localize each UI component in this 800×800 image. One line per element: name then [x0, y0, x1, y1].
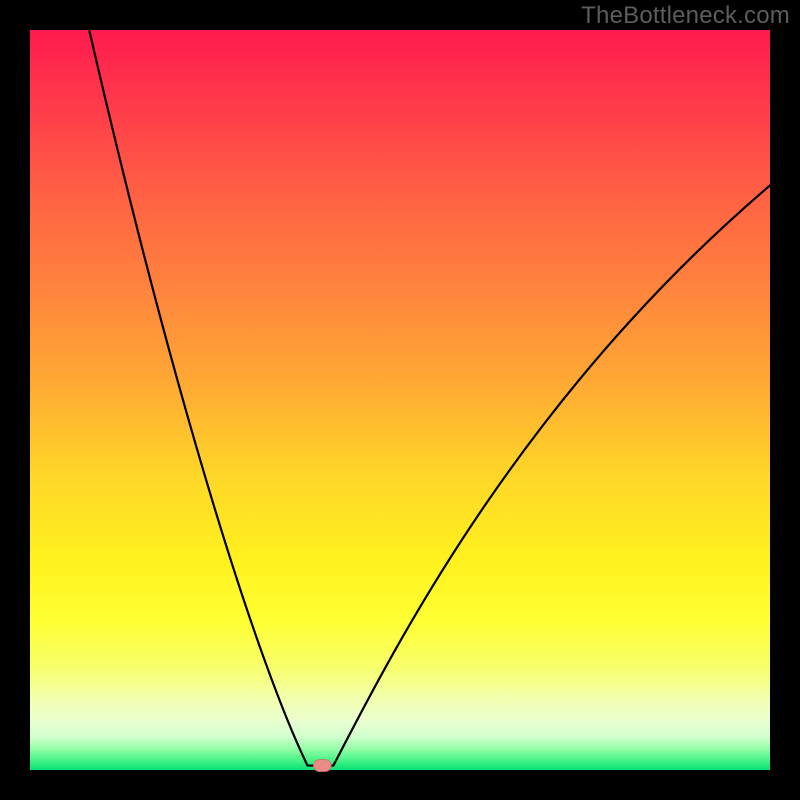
bottleneck-chart — [0, 0, 800, 800]
plot-background — [30, 30, 770, 770]
optimum-marker — [313, 760, 331, 772]
chart-stage: TheBottleneck.com — [0, 0, 800, 800]
watermark-text: TheBottleneck.com — [581, 2, 790, 30]
